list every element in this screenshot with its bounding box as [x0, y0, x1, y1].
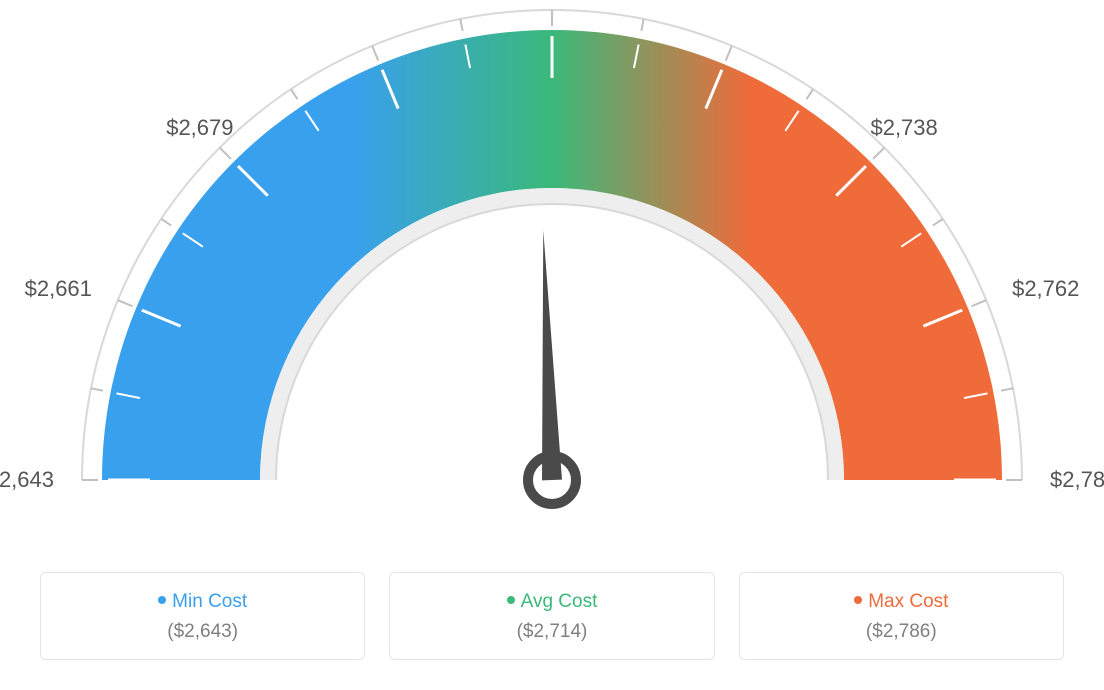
- legend-min-title: Min Cost: [61, 591, 344, 613]
- dot-icon: [158, 596, 166, 604]
- gauge-chart: $2,643$2,661$2,679$2,714$2,738$2,762$2,7…: [0, 0, 1104, 540]
- legend-avg-title: Avg Cost: [410, 591, 693, 613]
- gauge-tick-label: $2,762: [1012, 276, 1079, 302]
- legend-avg-value: ($2,714): [410, 621, 693, 643]
- gauge-tick-label: $2,679: [166, 115, 233, 141]
- gauge-svg: [0, 0, 1104, 540]
- gauge-tick-label: $2,643: [0, 467, 54, 493]
- legend-min-label: Min Cost: [172, 591, 247, 612]
- dot-icon: [854, 596, 862, 604]
- legend-row: Min Cost ($2,643) Avg Cost ($2,714) Max …: [40, 572, 1064, 660]
- gauge-tick-label: $2,738: [870, 115, 937, 141]
- legend-avg-box: Avg Cost ($2,714): [389, 572, 714, 660]
- legend-min-value: ($2,643): [61, 621, 344, 643]
- legend-min-box: Min Cost ($2,643): [40, 572, 365, 660]
- legend-max-title: Max Cost: [760, 591, 1043, 613]
- legend-max-box: Max Cost ($2,786): [739, 572, 1064, 660]
- gauge-tick-label: $2,786: [1050, 467, 1104, 493]
- legend-max-label: Max Cost: [868, 591, 948, 612]
- dot-icon: [507, 596, 515, 604]
- gauge-tick-label: $2,661: [25, 276, 92, 302]
- legend-max-value: ($2,786): [760, 621, 1043, 643]
- legend-avg-label: Avg Cost: [521, 591, 598, 612]
